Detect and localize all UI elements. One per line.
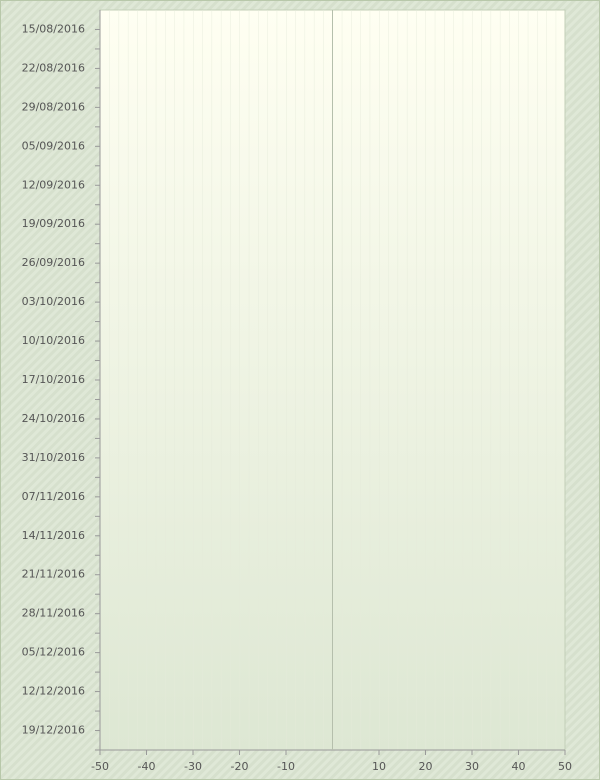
x-tick-label: 10 xyxy=(372,760,386,773)
y-tick-label: 17/10/2016 xyxy=(22,373,85,386)
y-tick-label: 26/09/2016 xyxy=(22,256,85,269)
y-tick-label: 19/12/2016 xyxy=(22,724,85,737)
y-tick-label: 28/11/2016 xyxy=(22,607,85,620)
x-tick-label: -20 xyxy=(231,760,249,773)
y-tick-label: 10/10/2016 xyxy=(22,334,85,347)
x-tick-label: 30 xyxy=(465,760,479,773)
x-tick-label: 20 xyxy=(419,760,433,773)
y-tick-label: 05/12/2016 xyxy=(22,646,85,659)
y-tick-label: 31/10/2016 xyxy=(22,451,85,464)
y-tick-label: 24/10/2016 xyxy=(22,412,85,425)
x-tick-label: -10 xyxy=(277,760,295,773)
y-tick-label: 15/08/2016 xyxy=(22,22,85,35)
x-tick-label: 40 xyxy=(512,760,526,773)
x-tick-label: -40 xyxy=(138,760,156,773)
y-tick-label: 05/09/2016 xyxy=(22,139,85,152)
x-tick-label: 50 xyxy=(558,760,572,773)
y-tick-label: 19/09/2016 xyxy=(22,217,85,230)
y-tick-label: 29/08/2016 xyxy=(22,100,85,113)
y-tick-label: 07/11/2016 xyxy=(22,490,85,503)
x-tick-label: -30 xyxy=(184,760,202,773)
y-tick-label: 14/11/2016 xyxy=(22,529,85,542)
y-tick-label: 03/10/2016 xyxy=(22,295,85,308)
y-tick-label: 22/08/2016 xyxy=(22,61,85,74)
y-tick-label: 12/12/2016 xyxy=(22,685,85,698)
y-tick-label: 21/11/2016 xyxy=(22,568,85,581)
y-tick-label: 12/09/2016 xyxy=(22,178,85,191)
x-tick-label: -50 xyxy=(91,760,109,773)
